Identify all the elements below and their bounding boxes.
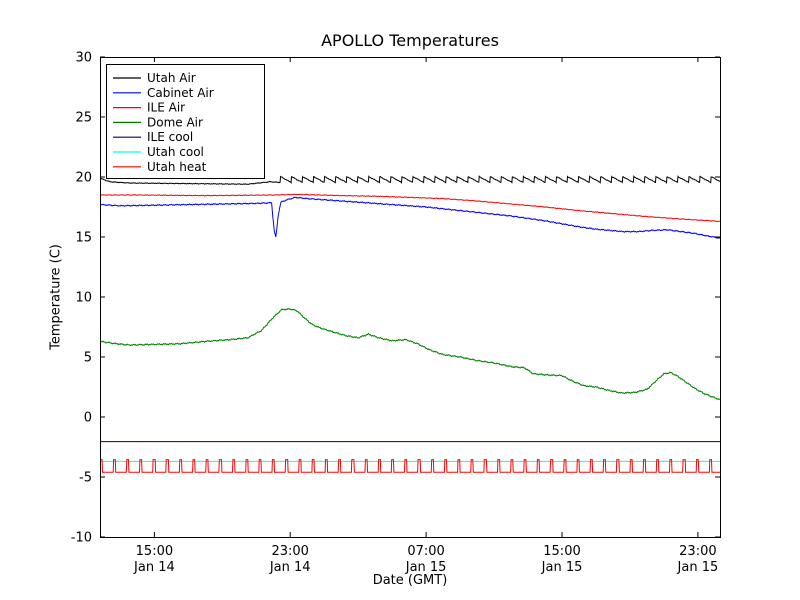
y-tick-label: 30 bbox=[75, 51, 92, 66]
y-axis-label: Temperature (C) bbox=[48, 244, 64, 350]
x-tick-time-label: 15:00 bbox=[543, 544, 580, 559]
y-tick-label: 0 bbox=[84, 411, 92, 426]
y-tick-label: -5 bbox=[79, 471, 92, 486]
legend-label-utah-heat: Utah heat bbox=[147, 160, 207, 174]
ticks bbox=[100, 56, 720, 538]
series-line-cabinet-air bbox=[99, 196, 721, 239]
legend-label-utah-air: Utah Air bbox=[147, 71, 196, 85]
x-tick-date-label: Jan 15 bbox=[677, 560, 719, 575]
legend-box bbox=[106, 64, 265, 179]
x-tick-date-label: Jan 15 bbox=[405, 560, 447, 575]
y-tick-label: 15 bbox=[75, 231, 92, 246]
series-line-dome-air bbox=[99, 307, 721, 400]
x-tick-date-label: Jan 14 bbox=[269, 560, 311, 575]
y-tick-label: 25 bbox=[75, 111, 92, 126]
series-line-utah-heat bbox=[100, 459, 720, 473]
x-tick-time-label: 15:00 bbox=[136, 544, 173, 559]
y-tick-label: 5 bbox=[84, 351, 92, 366]
series-line-ile-air bbox=[99, 193, 721, 223]
legend-label-ile-air: ILE Air bbox=[147, 101, 185, 115]
y-tick-label: 20 bbox=[75, 171, 92, 186]
chart-title: APOLLO Temperatures bbox=[321, 31, 499, 50]
x-tick-time-label: 07:00 bbox=[407, 544, 444, 559]
x-tick-time-label: 23:00 bbox=[679, 544, 716, 559]
x-axis-label: Date (GMT) bbox=[372, 573, 448, 588]
legend-label-dome-air: Dome Air bbox=[147, 115, 203, 129]
y-tick-label: 10 bbox=[75, 291, 92, 306]
x-tick-date-label: Jan 14 bbox=[133, 560, 175, 575]
legend-label-cabinet-air: Cabinet Air bbox=[147, 86, 214, 100]
y-tick-label: -10 bbox=[71, 531, 92, 546]
x-tick-time-label: 23:00 bbox=[271, 544, 308, 559]
x-tick-date-label: Jan 15 bbox=[541, 560, 583, 575]
legend-label-ile-cool: ILE cool bbox=[147, 130, 193, 144]
legend-label-utah-cool: Utah cool bbox=[147, 145, 204, 159]
series-line-utah-air bbox=[100, 174, 720, 185]
